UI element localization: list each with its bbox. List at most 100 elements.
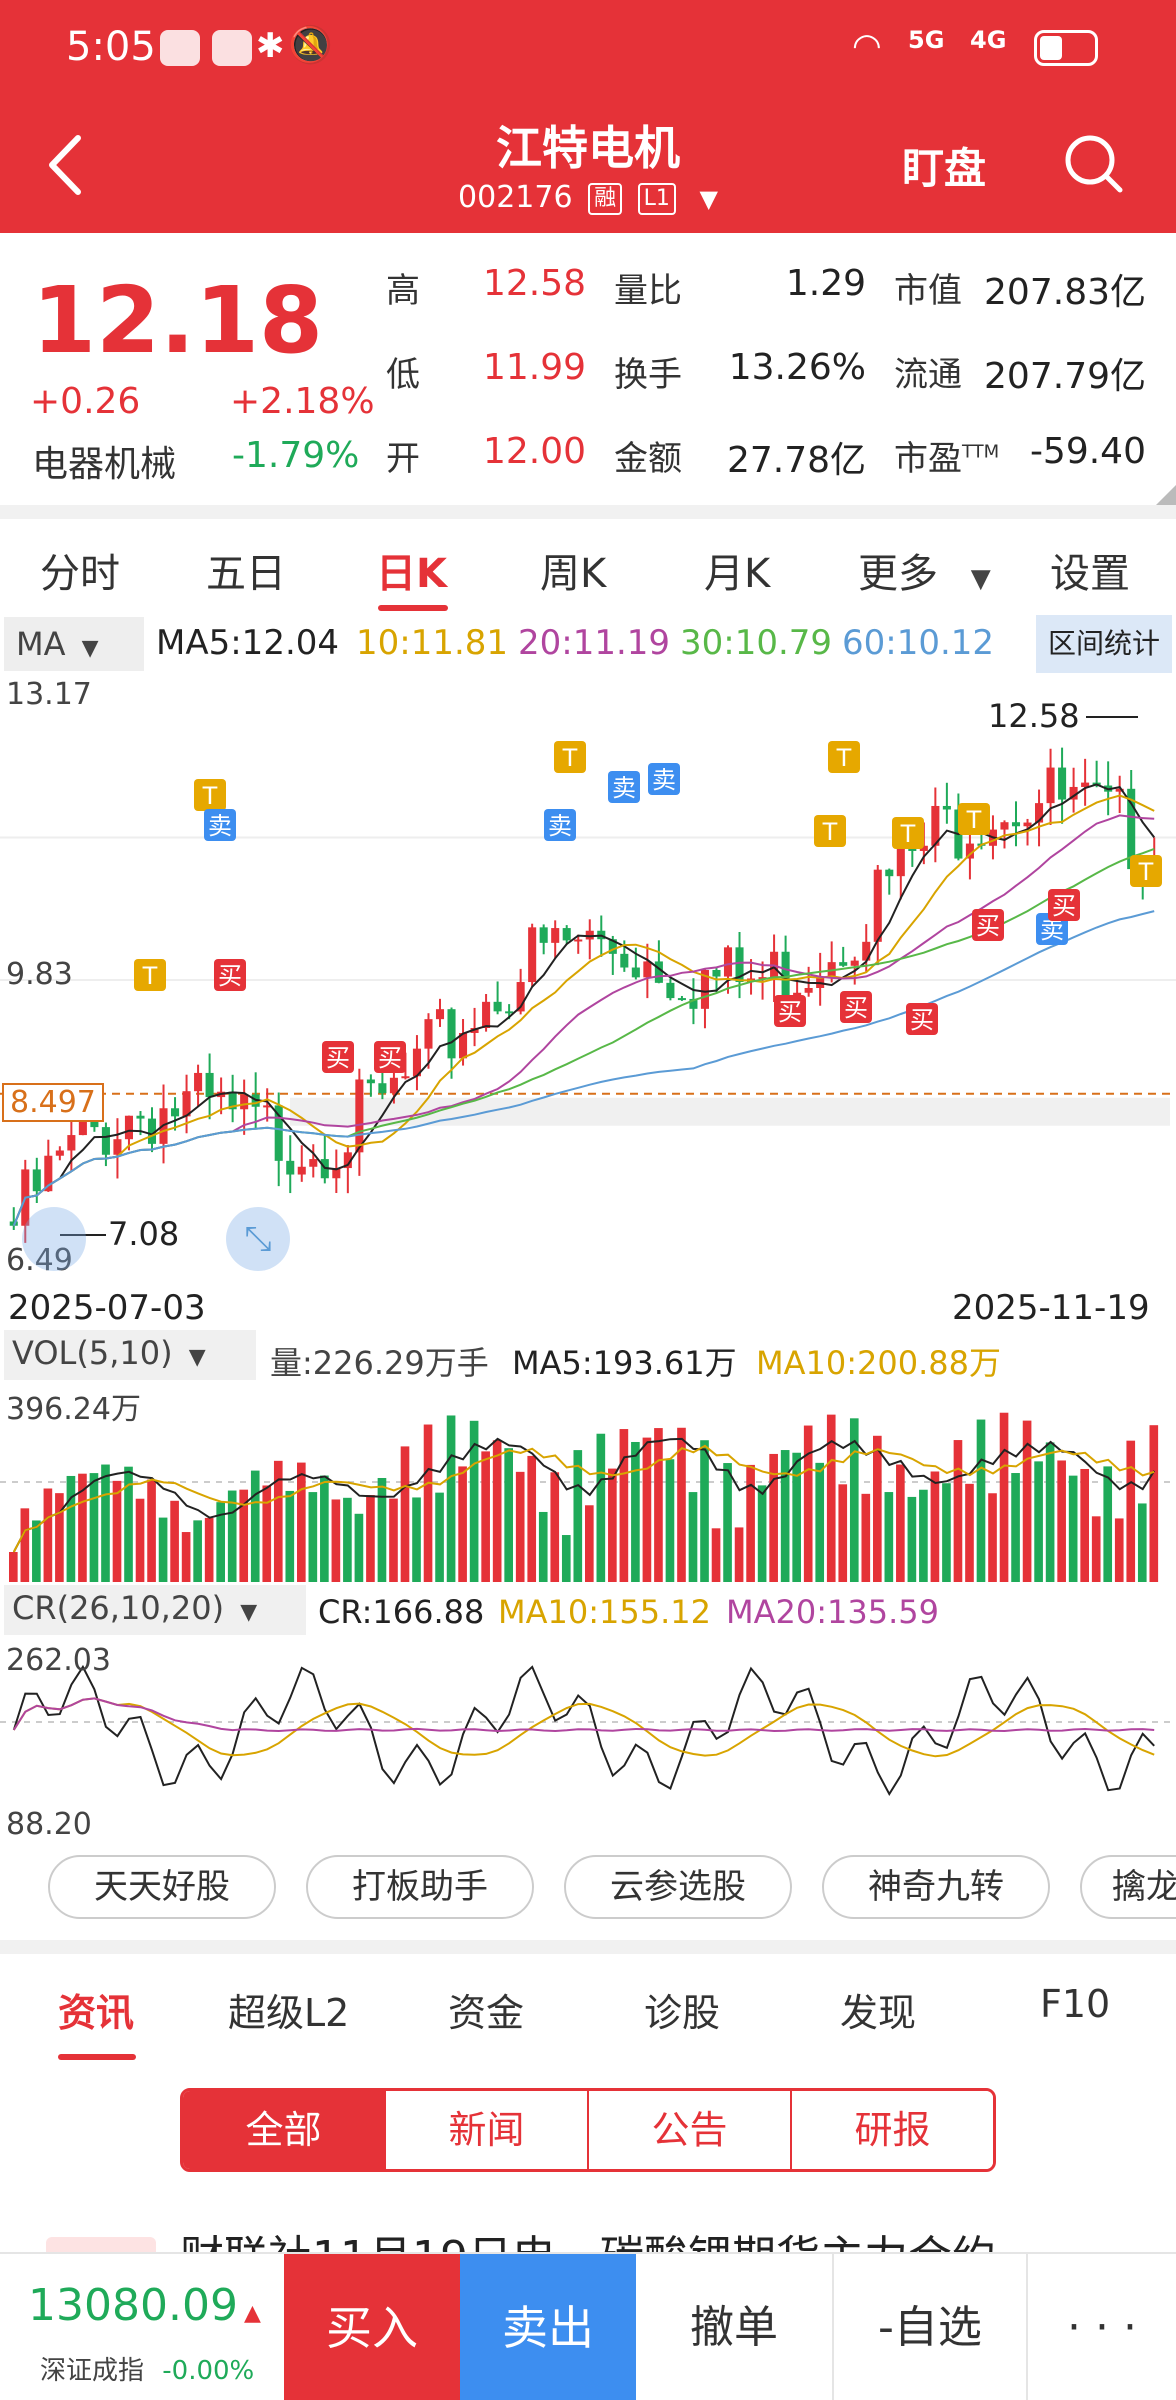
chip-limit-up-helper[interactable]: 打板助手 [306, 1855, 534, 1919]
segment-announcements[interactable]: 公告 [587, 2091, 790, 2169]
volume-bar [953, 1440, 963, 1582]
signal-marker-label: 买 [976, 912, 1000, 940]
caret-down-icon: ▼ [970, 564, 991, 594]
candle-body [124, 1115, 133, 1140]
watchlist-button[interactable]: -自选 [832, 2254, 1026, 2400]
tab-monthly-k[interactable]: 月K [704, 551, 771, 597]
candle-body [493, 1001, 502, 1012]
volume-bar [838, 1484, 848, 1582]
candle-body [286, 1160, 295, 1175]
turnover-label: 换手 [614, 355, 682, 395]
candle-body [631, 967, 640, 978]
ma60-value: 60:10.12 [842, 623, 995, 663]
drag-handle-icon[interactable] [22, 1207, 86, 1271]
candle-body [205, 1072, 214, 1098]
volume-bar [515, 1471, 525, 1582]
candle-body [505, 1011, 514, 1014]
quote-panel: 12.18 +0.26 +2.18% 电器机械 -1.79% 高 12.58 量… [0, 233, 1176, 505]
cr-selector[interactable]: CR(26,10,20) ▼ [4, 1585, 306, 1635]
signal-marker [1130, 855, 1162, 887]
volume-bar [320, 1475, 329, 1582]
candle-body [1081, 782, 1090, 787]
more-button[interactable]: · · · [1026, 2254, 1176, 2400]
tab-news-info[interactable]: 资讯 [58, 1991, 135, 2035]
tab-super-l2[interactable]: 超级L2 [228, 1991, 350, 2035]
volume-bar [631, 1441, 640, 1582]
tab-funds[interactable]: 资金 [448, 1991, 525, 2035]
expand-corner-icon[interactable] [1156, 485, 1176, 505]
high-marker: 12.58 [988, 697, 1080, 735]
volume-bar [723, 1463, 732, 1582]
segment-news[interactable]: 新闻 [384, 2091, 587, 2169]
market-cap-value: 207.83亿 [984, 272, 1146, 313]
caret-down-icon: ▼ [188, 1345, 206, 1370]
signal-marker-label: 买 [910, 1006, 934, 1034]
candle-body [240, 1094, 249, 1110]
volume-panel[interactable]: VOL(5,10) ▼ 量:226.29万手 MA5:193.61万 MA10:… [0, 1330, 1176, 1585]
news-item-peek[interactable]: 财联社11月19日电，碳酸锂期货主力合约 [0, 2215, 1176, 2255]
ma-selector[interactable]: MA ▼ [4, 617, 144, 671]
candle-body [171, 1108, 180, 1117]
chip-dragon[interactable]: 擒龙 [1080, 1855, 1176, 1919]
tab-daily-k[interactable]: 日K [376, 551, 447, 597]
tab-weekly-k[interactable]: 周K [540, 551, 607, 597]
volume-bar [619, 1429, 629, 1582]
tab-settings[interactable]: 设置 [1050, 551, 1130, 597]
tab-more[interactable]: 更多 ▼ [858, 541, 991, 599]
sell-button[interactable]: 卖出 [460, 2254, 636, 2400]
candle-body [1069, 786, 1078, 800]
volume-bar [942, 1483, 951, 1582]
chip-cloud-screener[interactable]: 云参选股 [564, 1855, 792, 1919]
sector-name[interactable]: 电器机械 [32, 444, 177, 485]
volume-bar [481, 1451, 490, 1582]
signal-4g-icon: 4G [970, 26, 1007, 54]
candle-body [654, 961, 663, 983]
tab-intraday[interactable]: 分时 [40, 551, 120, 597]
volume-bar [757, 1485, 767, 1582]
cr-panel[interactable]: CR(26,10,20) ▼ CR:166.88 MA10:155.12 MA2… [0, 1585, 1176, 1845]
chip-daily-picks[interactable]: 天天好股 [48, 1855, 276, 1919]
vol-selector[interactable]: VOL(5,10) ▼ [4, 1330, 256, 1380]
candle-body [516, 982, 525, 1012]
stock-code-row[interactable]: 002176 融 L1 ▼ [0, 180, 1176, 215]
volume-bar [1091, 1516, 1101, 1582]
candle-body [113, 1139, 122, 1155]
volume-bar [193, 1520, 202, 1582]
volume-bar [873, 1435, 882, 1582]
index-name: 深证成指 [40, 2356, 145, 2386]
volume-bar [1103, 1466, 1113, 1582]
search-button[interactable] [1062, 132, 1126, 196]
volume-bar [273, 1460, 283, 1582]
buy-button[interactable]: 买入 [284, 2254, 460, 2400]
range-stats-button[interactable]: 区间统计 [1036, 615, 1172, 673]
tab-discover[interactable]: 发现 [840, 1991, 917, 2035]
candle-body [539, 927, 548, 943]
volume-bar [734, 1527, 744, 1582]
open-value: 12.00 [482, 431, 586, 472]
ma20-value: 20:11.19 [518, 623, 671, 663]
cr-y-top: 262.03 [6, 1643, 111, 1678]
vol-current: 量:226.29万手 [270, 1344, 489, 1382]
volume-bar [250, 1470, 260, 1582]
tab-diagnosis[interactable]: 诊股 [644, 1991, 721, 2035]
segment-all[interactable]: 全部 [183, 2091, 384, 2169]
tab-five-day[interactable]: 五日 [206, 551, 286, 597]
candle-body [1011, 822, 1021, 827]
volume-svg [0, 1412, 1176, 1582]
candle-body [389, 1077, 398, 1094]
candle-body [263, 1105, 272, 1108]
stock-code: 002176 [458, 180, 573, 215]
candle-body [482, 1001, 491, 1028]
segment-research[interactable]: 研报 [790, 2091, 993, 2169]
cancel-order-button[interactable]: 撤单 [690, 2302, 778, 2353]
watch-button[interactable]: 盯盘 [901, 144, 986, 193]
chip-nine-turns[interactable]: 神奇九转 [822, 1855, 1050, 1919]
expand-chart-icon[interactable]: ⤡ [226, 1207, 290, 1271]
volume-bar [538, 1511, 548, 1582]
volume-bar [377, 1477, 387, 1582]
volume-bar [976, 1419, 986, 1582]
back-button[interactable] [40, 120, 100, 210]
tab-f10[interactable]: F10 [1040, 1982, 1111, 2026]
signal-marker-label: 卖 [652, 766, 676, 794]
